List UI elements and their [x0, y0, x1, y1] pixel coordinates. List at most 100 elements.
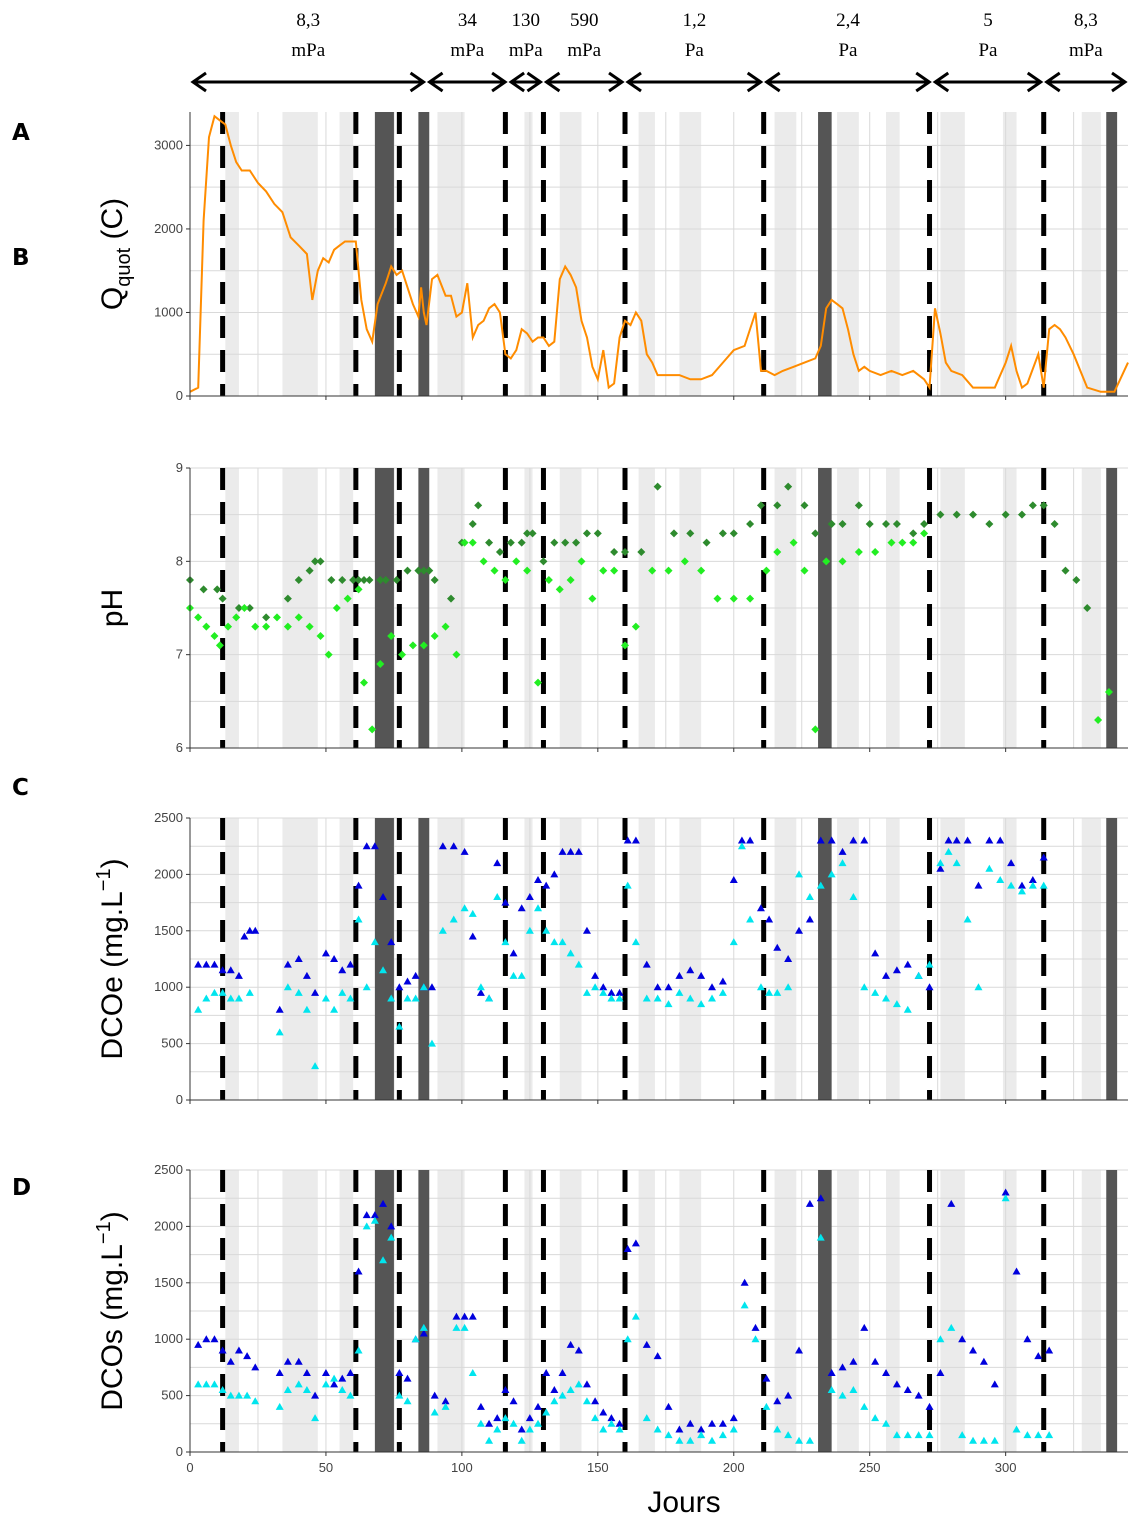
ph-point [354, 576, 363, 584]
dco-point [210, 1380, 219, 1388]
dco-point [675, 988, 684, 996]
dco-point [1012, 1267, 1021, 1275]
dco-point [294, 1357, 303, 1365]
dco-point [615, 1425, 624, 1433]
ph-point [637, 548, 646, 556]
y-label-sup: −1 [93, 1221, 115, 1244]
ph-point [425, 566, 434, 575]
ph-point [746, 594, 755, 603]
x-tick-label: 100 [451, 1460, 473, 1475]
dco-point [947, 1199, 956, 1207]
dco-point [675, 1436, 684, 1444]
panel-d: 0 500 1000 1500 2000 2500 D DCOs (mg.L−1) [12, 1162, 1128, 1459]
ph-point [534, 678, 543, 687]
dco-point [517, 1425, 526, 1433]
dco-point [574, 1380, 583, 1388]
dco-point [275, 1402, 284, 1410]
dco-point [234, 1391, 243, 1399]
ph-point [419, 641, 428, 650]
dco-point [283, 1385, 292, 1393]
y-tick-label: 9 [176, 460, 183, 475]
dco-point [718, 1419, 727, 1427]
ph-point [1072, 576, 1081, 584]
y-label-end: ) [96, 1211, 129, 1221]
dco-point [194, 1380, 203, 1388]
dco-point [686, 966, 695, 974]
ph-point [909, 538, 918, 547]
dco-point [1039, 853, 1048, 861]
ph-point [490, 566, 499, 575]
dco-point [1007, 859, 1016, 867]
dark-band [1106, 818, 1118, 1100]
dco-point [468, 909, 477, 917]
dco-point [251, 926, 260, 934]
dco-point [642, 994, 651, 1002]
dco-point [427, 1039, 436, 1047]
dco-point [1007, 881, 1016, 889]
period-arrowhead-right [608, 71, 625, 93]
ph-point [827, 520, 836, 528]
dco-point [509, 971, 518, 979]
dco-point [718, 977, 727, 985]
y-label-end: (C) [96, 198, 129, 248]
dco-point [816, 881, 825, 889]
ph-point [517, 538, 526, 547]
light-band [524, 112, 533, 396]
dco-point [623, 836, 632, 844]
pressure-period: 130 mPa [508, 10, 543, 93]
period-value: 8,3 [1074, 10, 1098, 31]
dco-point [485, 1419, 494, 1427]
ph-point [865, 520, 874, 528]
ph-point [199, 585, 208, 594]
dco-point [501, 898, 510, 906]
dco-point [582, 1380, 591, 1388]
ph-point [713, 594, 722, 603]
dco-point [558, 938, 567, 946]
ph-point [746, 520, 755, 528]
dco-point [925, 1431, 934, 1439]
dco-point [1034, 1431, 1043, 1439]
dco-point [411, 971, 420, 979]
dco-point [903, 960, 912, 968]
dco-point [525, 1425, 534, 1433]
ph-point [506, 538, 515, 547]
dco-point [338, 966, 347, 974]
dco-point [952, 859, 961, 867]
y-label-sub: quot [113, 247, 135, 286]
period-arrowhead-right [409, 71, 427, 93]
dco-point [566, 847, 575, 855]
ph-point [398, 650, 407, 659]
y-tick-label: 0 [176, 1092, 183, 1107]
period-arrowhead-left [625, 71, 642, 93]
dco-point [985, 864, 994, 872]
dco-point [403, 1374, 412, 1382]
dco-point [534, 904, 543, 912]
ph-point [882, 520, 891, 528]
pressure-period: 5 Pa [932, 10, 1044, 93]
dco-point [740, 1278, 749, 1286]
y-label-main: Q [96, 287, 129, 310]
dco-point [974, 983, 983, 991]
dco-point [302, 971, 311, 979]
dco-point [226, 994, 235, 1002]
dco-point [944, 836, 953, 844]
dco-point [311, 988, 320, 996]
y-tick-label: 2000 [154, 866, 183, 881]
dco-point [871, 988, 880, 996]
dark-band [818, 468, 832, 748]
dco-point [379, 1199, 388, 1207]
dco-point [582, 926, 591, 934]
period-arrowhead-left [426, 71, 444, 93]
dco-point [354, 1267, 363, 1275]
dco-point [370, 842, 379, 850]
y-tick-label: 500 [161, 1388, 183, 1403]
ph-point [474, 501, 483, 510]
dco-point [441, 1397, 450, 1405]
dco-point [871, 949, 880, 957]
dco-point [354, 1346, 363, 1354]
dco-point [1001, 1194, 1010, 1202]
dco-point [566, 1385, 575, 1393]
dco-point [468, 1369, 477, 1377]
ph-point [408, 641, 417, 650]
dco-point [493, 1425, 502, 1433]
